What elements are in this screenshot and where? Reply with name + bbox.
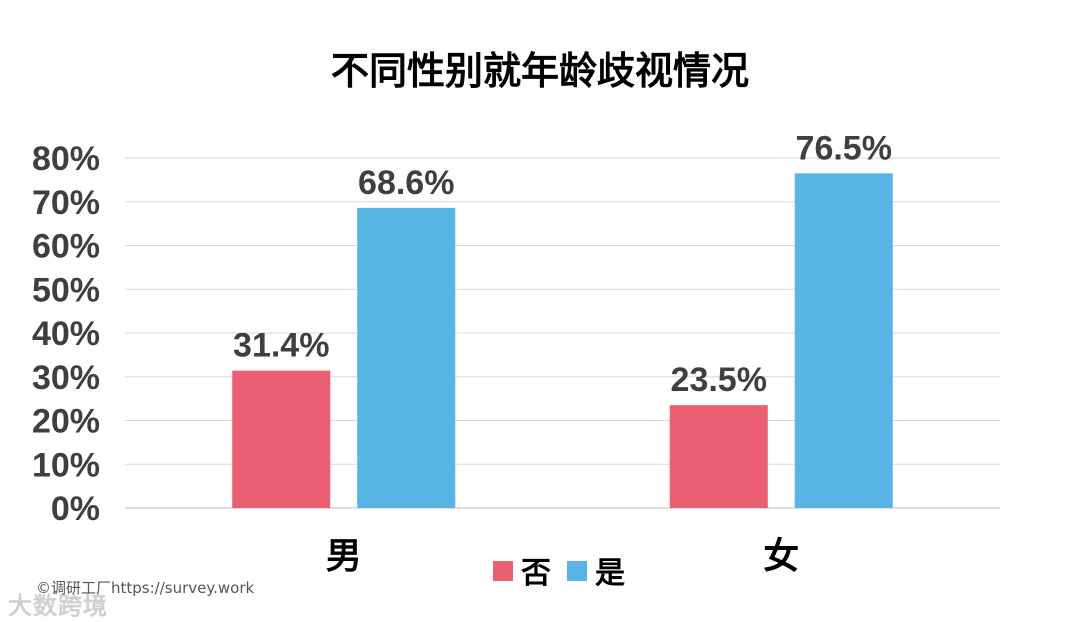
chart-title: 不同性别就年龄歧视情况 [330, 49, 749, 93]
data-label: 23.5% [671, 361, 767, 399]
y-tick-label: 80% [32, 140, 100, 178]
data-label: 76.5% [796, 129, 892, 167]
y-tick-label: 20% [32, 403, 100, 441]
y-tick-label: 30% [32, 359, 100, 397]
data-label: 31.4% [233, 327, 329, 365]
y-tick-label: 50% [32, 271, 100, 309]
bar-是-女 [794, 173, 893, 508]
data-label: 68.6% [358, 164, 454, 202]
bar-否-女 [669, 405, 768, 508]
legend-swatch [493, 561, 513, 581]
legend: 否是 [493, 556, 625, 591]
bar-否-男 [232, 370, 331, 508]
legend-label: 是 [595, 556, 625, 591]
data-labels: 31.4% 68.6% 23.5% 76.5% [233, 129, 892, 399]
y-tick-label: 40% [32, 315, 100, 353]
x-axis-categories: 男女 [326, 536, 800, 577]
legend-label: 否 [521, 556, 551, 591]
y-tick-label: 70% [32, 184, 100, 222]
y-tick-label: 0% [51, 490, 100, 528]
bars [232, 173, 893, 508]
watermark-logo: 大数跨境 [8, 592, 108, 620]
y-tick-label: 10% [32, 446, 100, 484]
watermark-source: ©调研工厂https://survey.work [36, 579, 255, 597]
legend-swatch [567, 561, 587, 581]
y-tick-label: 60% [32, 228, 100, 266]
category-label: 女 [763, 536, 799, 577]
category-label: 男 [326, 536, 362, 577]
bar-是-男 [357, 207, 456, 508]
y-axis-ticks: 0% 10% 20% 30% 40% 50% 60% 70% 80% [32, 140, 100, 528]
